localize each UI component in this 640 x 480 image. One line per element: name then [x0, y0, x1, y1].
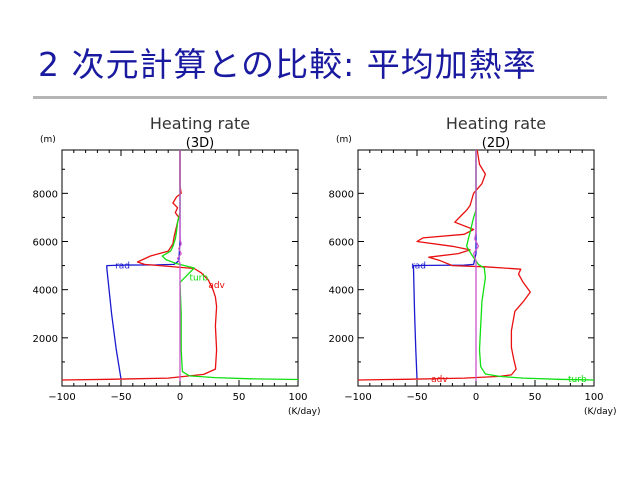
y-tick-label: 2000	[33, 334, 58, 345]
title-divider	[33, 96, 607, 99]
chart-plot-2d: 2000 4000 6000 8000 −100 −50 0 50 100 (m) (K/day) r…	[329, 135, 617, 417]
chart-plot-3d: 2000 4000 6000 8000 −100 −50 0 50 100 (m) (K/day) r…	[33, 135, 321, 417]
x-tick-label: 100	[584, 392, 603, 403]
x-tick-label: 100	[288, 392, 307, 403]
y-tick-label: 4000	[33, 286, 58, 297]
series-line-dashed	[176, 150, 182, 382]
x-tick-label: 50	[529, 392, 542, 403]
chart-panel-3d: Heating rate (3D) 2000 4000 6000 8000 −100 −5…	[22, 110, 332, 430]
y-tick-label: 4000	[329, 286, 354, 297]
x-tick-label: −100	[344, 392, 371, 403]
y-tick-label: 6000	[33, 238, 58, 249]
chart-subtitle: (2D)	[481, 136, 511, 151]
chart-title: Heating rate	[445, 114, 547, 133]
x-axis-label: (K/day)	[584, 407, 617, 417]
series-line-adv	[61, 150, 218, 381]
series-line-turb	[465, 150, 595, 381]
y-axis-label: (m)	[40, 135, 56, 145]
series-line-rad	[106, 150, 181, 379]
series-label-adv: adv	[431, 375, 448, 385]
x-tick-label: −50	[406, 392, 427, 403]
y-axis-label: (m)	[336, 135, 352, 145]
series-label-turb: turb	[189, 274, 208, 284]
slide-title: 2 次元計算との比較: 平均加熱率	[38, 45, 537, 84]
y-tick-label: 6000	[329, 238, 354, 249]
series-label-turb: turb	[568, 375, 587, 385]
x-tick-label: 0	[177, 392, 183, 403]
series-label-rad: rad	[411, 262, 426, 272]
chart-title: Heating rate	[149, 114, 251, 133]
x-tick-label: 0	[473, 392, 479, 403]
y-tick-label: 8000	[329, 189, 354, 200]
x-tick-label: −50	[110, 392, 131, 403]
chart-subtitle: (3D)	[185, 136, 215, 151]
y-tick-label: 2000	[329, 334, 354, 345]
series-line-adv	[357, 149, 531, 381]
series-label-adv: adv	[208, 281, 225, 291]
y-tick-label: 8000	[33, 189, 58, 200]
x-tick-label: 50	[233, 392, 246, 403]
x-tick-label: −100	[48, 392, 75, 403]
x-axis-label: (K/day)	[288, 407, 321, 417]
series-line-turb	[161, 150, 299, 381]
series-label-rad: rad	[115, 262, 130, 272]
series-line-dashed	[472, 150, 480, 382]
chart-panel-2d: Heating rate (2D) 2000 4000 6000 8000 −100 −5…	[318, 110, 628, 430]
